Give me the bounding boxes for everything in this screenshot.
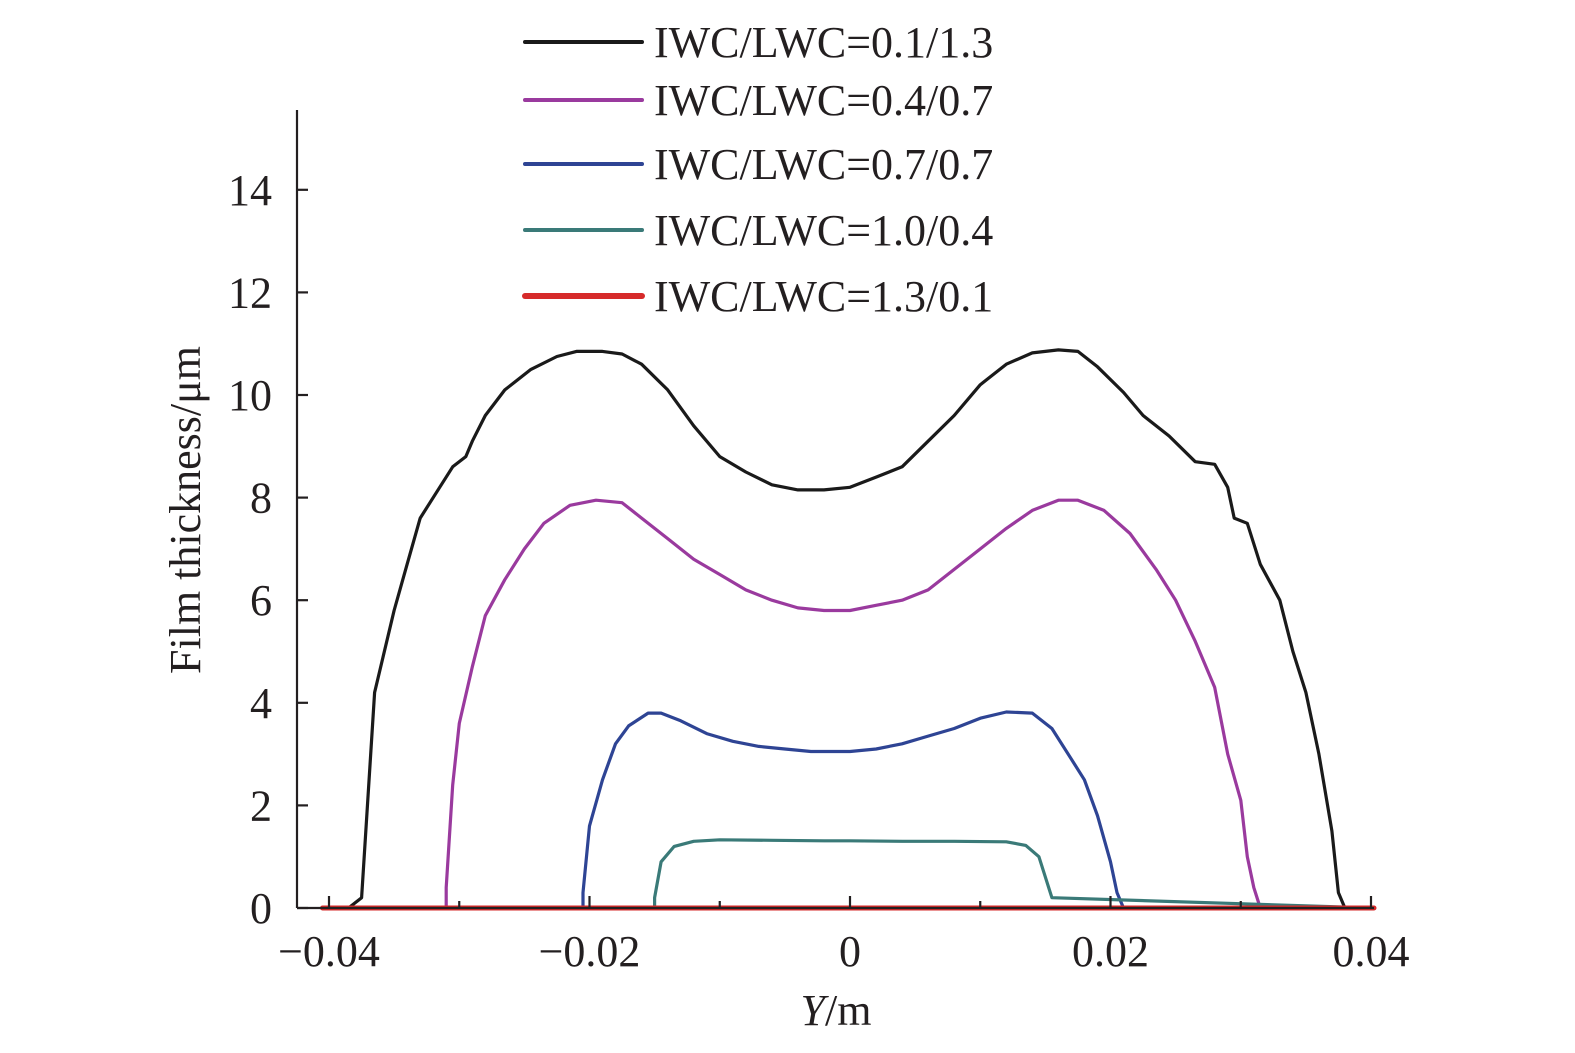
- ticks: 0 2 4 6 8 10 12 14 −0.04 −0.02 0 0.02 0.04: [228, 166, 1410, 976]
- x-axis-title-unit: /m: [825, 986, 871, 1035]
- x-axis-title-var: Y: [801, 986, 830, 1035]
- series-line-4: [320, 838, 1376, 910]
- legend-label-2: IWC/LWC=0.4/0.7: [654, 76, 993, 125]
- y-tick-label-8: 8: [250, 474, 272, 523]
- x-tick-label-3: 0.02: [1072, 927, 1149, 976]
- legend-label-3: IWC/LWC=0.7/0.7: [654, 140, 993, 189]
- y-tick-label-12: 12: [228, 268, 272, 317]
- legend-label-5: IWC/LWC=1.3/0.1: [654, 272, 993, 321]
- x-tick-label-2: 0: [839, 927, 861, 976]
- y-tick-label-14: 14: [228, 166, 272, 215]
- y-tick-label-10: 10: [228, 371, 272, 420]
- series-line-2: [320, 498, 1376, 910]
- series-line-3: [320, 710, 1376, 910]
- y-tick-label-0: 0: [250, 884, 272, 933]
- y-tick-label-2: 2: [250, 781, 272, 830]
- legend-label-1: IWC/LWC=0.1/1.3: [654, 18, 993, 67]
- y-tick-label-4: 4: [250, 679, 272, 728]
- x-tick-label-1: −0.02: [539, 927, 641, 976]
- x-axis-title: Y/m: [801, 986, 872, 1035]
- legend-label-4: IWC/LWC=1.0/0.4: [654, 206, 993, 255]
- axes: [295, 110, 1374, 910]
- legend: IWC/LWC=0.1/1.3 IWC/LWC=0.4/0.7 IWC/LWC=0.…: [522, 18, 993, 321]
- x-tick-label-0: −0.04: [278, 927, 380, 976]
- y-tick-label-6: 6: [250, 576, 272, 625]
- series-layer: [320, 348, 1377, 911]
- series-line-1: [320, 348, 1376, 910]
- x-tick-label-4: 0.04: [1333, 927, 1410, 976]
- y-axis-title: Film thickness/μm: [161, 346, 210, 674]
